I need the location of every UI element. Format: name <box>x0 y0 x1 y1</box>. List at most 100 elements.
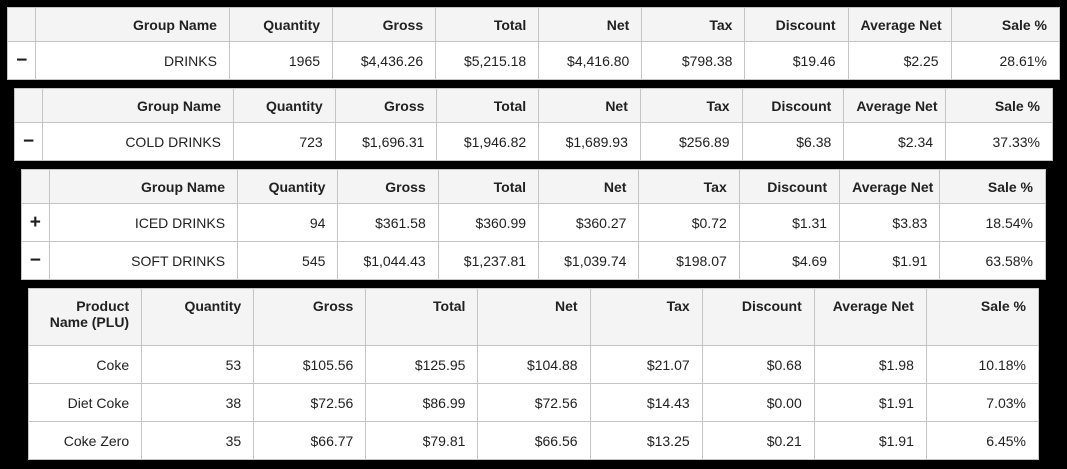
cold-drinks-row: − COLD DRINKS 723 $1,696.31 $1,946.82 $1… <box>13 122 1053 161</box>
header-average-net: Average Net <box>813 288 927 346</box>
header-net: Net <box>477 288 591 346</box>
cell-group-name: COLD DRINKS <box>42 122 234 161</box>
cell-average-net: $1.98 <box>813 345 927 384</box>
cell-quantity: 94 <box>237 203 339 242</box>
subgroups-table: Group Name Quantity Gross Total Net Tax … <box>21 169 1046 280</box>
header-sale-pct: Sale % <box>925 288 1040 346</box>
cell-total: $1,237.81 <box>437 241 540 280</box>
cell-product-name: Coke <box>27 345 143 384</box>
cell-group-name: DRINKS <box>35 41 230 80</box>
cell-tax: $256.89 <box>639 122 743 161</box>
header-total: Total <box>436 88 540 123</box>
expand-toggle-icon[interactable]: + <box>21 203 50 242</box>
cell-sale-pct: 6.45% <box>925 421 1040 460</box>
cell-total: $125.95 <box>365 345 479 384</box>
header-tax: Tax <box>639 88 743 123</box>
header-net: Net <box>538 169 640 204</box>
collapse-toggle-icon[interactable]: − <box>21 241 50 280</box>
cell-average-net: $1.91 <box>813 383 927 422</box>
header-toggle-spacer <box>21 169 50 204</box>
header-discount: Discount <box>741 88 845 123</box>
product-row-coke-zero: Coke Zero 35 $66.77 $79.81 $66.56 $13.25… <box>27 421 1040 460</box>
product-header-row: Product Name (PLU) Quantity Gross Total … <box>27 288 1040 346</box>
cell-net: $66.56 <box>477 421 591 460</box>
cell-gross: $72.56 <box>253 383 367 422</box>
cell-group-name: SOFT DRINKS <box>48 241 239 280</box>
header-sale-pct: Sale % <box>945 88 1053 123</box>
header-toggle-spacer <box>6 7 37 42</box>
cell-gross: $4,436.26 <box>332 41 437 80</box>
cell-net: $1,039.74 <box>538 241 640 280</box>
cell-net: $72.56 <box>477 383 591 422</box>
cell-sale-pct: 28.61% <box>950 41 1061 80</box>
header-product-name: Product Name (PLU) <box>27 288 143 346</box>
header-net: Net <box>538 88 641 123</box>
cell-quantity: 723 <box>233 122 336 161</box>
cell-tax: $14.43 <box>589 383 703 422</box>
cell-discount: $4.69 <box>738 241 841 280</box>
product-row-diet-coke: Diet Coke 38 $72.56 $86.99 $72.56 $14.43… <box>27 383 1040 422</box>
header-group-name: Group Name <box>35 7 230 42</box>
group-header-row: Group Name Quantity Gross Total Net Tax … <box>13 88 1053 123</box>
header-discount: Discount <box>701 288 815 346</box>
cell-tax: $13.25 <box>589 421 703 460</box>
group-header-row: Group Name Quantity Gross Total Net Tax … <box>6 7 1061 42</box>
cell-sale-pct: 18.54% <box>939 203 1046 242</box>
header-average-net: Average Net <box>839 169 941 204</box>
drinks-children-container: Group Name Quantity Gross Total Net Tax … <box>13 88 1053 460</box>
cell-quantity: 545 <box>237 241 339 280</box>
cell-product-name: Coke Zero <box>27 421 143 460</box>
header-average-net: Average Net <box>843 88 947 123</box>
cell-tax: $798.38 <box>641 41 746 80</box>
cell-gross: $1,696.31 <box>334 122 438 161</box>
header-toggle-spacer <box>13 88 44 123</box>
cold-drinks-children-container: Group Name Quantity Gross Total Net Tax … <box>21 169 1046 460</box>
collapse-toggle-icon[interactable]: − <box>6 41 37 80</box>
cell-discount: $0.00 <box>701 383 815 422</box>
cell-average-net: $2.25 <box>847 41 952 80</box>
cell-sale-pct: 37.33% <box>945 122 1053 161</box>
cell-gross: $1,044.43 <box>337 241 439 280</box>
soft-drinks-products-table: Product Name (PLU) Quantity Gross Total … <box>27 288 1040 460</box>
product-row-coke: Coke 53 $105.56 $125.95 $104.88 $21.07 $… <box>27 345 1040 384</box>
cell-net: $360.27 <box>538 203 640 242</box>
iced-drinks-row: + ICED DRINKS 94 $361.58 $360.99 $360.27… <box>21 203 1046 242</box>
header-net: Net <box>538 7 643 42</box>
cell-quantity: 1965 <box>228 41 334 80</box>
header-tax: Tax <box>641 7 746 42</box>
cell-quantity: 35 <box>141 421 255 460</box>
header-gross: Gross <box>334 88 438 123</box>
cell-total: $5,215.18 <box>435 41 540 80</box>
cell-sale-pct: 10.18% <box>925 345 1040 384</box>
header-total: Total <box>365 288 479 346</box>
cell-discount: $0.21 <box>701 421 815 460</box>
soft-drinks-row: − SOFT DRINKS 545 $1,044.43 $1,237.81 $1… <box>21 241 1046 280</box>
header-quantity: Quantity <box>141 288 255 346</box>
collapse-toggle-icon[interactable]: − <box>13 122 44 161</box>
drinks-row: − DRINKS 1965 $4,436.26 $5,215.18 $4,416… <box>6 41 1061 80</box>
header-gross: Gross <box>332 7 437 42</box>
cell-average-net: $2.34 <box>843 122 947 161</box>
cell-discount: $6.38 <box>741 122 845 161</box>
header-sale-pct: Sale % <box>939 169 1046 204</box>
cold-drinks-group-table: Group Name Quantity Gross Total Net Tax … <box>13 88 1053 161</box>
cell-total: $79.81 <box>365 421 479 460</box>
header-quantity: Quantity <box>233 88 336 123</box>
cell-total: $360.99 <box>437 203 540 242</box>
cell-discount: $0.68 <box>701 345 815 384</box>
cell-product-name: Diet Coke <box>27 383 143 422</box>
cell-total: $86.99 <box>365 383 479 422</box>
cell-discount: $19.46 <box>744 41 849 80</box>
cell-sale-pct: 63.58% <box>939 241 1046 280</box>
soft-drinks-children-container: Product Name (PLU) Quantity Gross Total … <box>27 288 1040 460</box>
header-quantity: Quantity <box>237 169 339 204</box>
header-total: Total <box>437 169 540 204</box>
cell-discount: $1.31 <box>738 203 841 242</box>
cell-gross: $105.56 <box>253 345 367 384</box>
header-average-net: Average Net <box>847 7 952 42</box>
cell-quantity: 53 <box>141 345 255 384</box>
cell-net: $4,416.80 <box>538 41 643 80</box>
cell-average-net: $3.83 <box>839 203 941 242</box>
header-quantity: Quantity <box>228 7 334 42</box>
header-gross: Gross <box>253 288 367 346</box>
